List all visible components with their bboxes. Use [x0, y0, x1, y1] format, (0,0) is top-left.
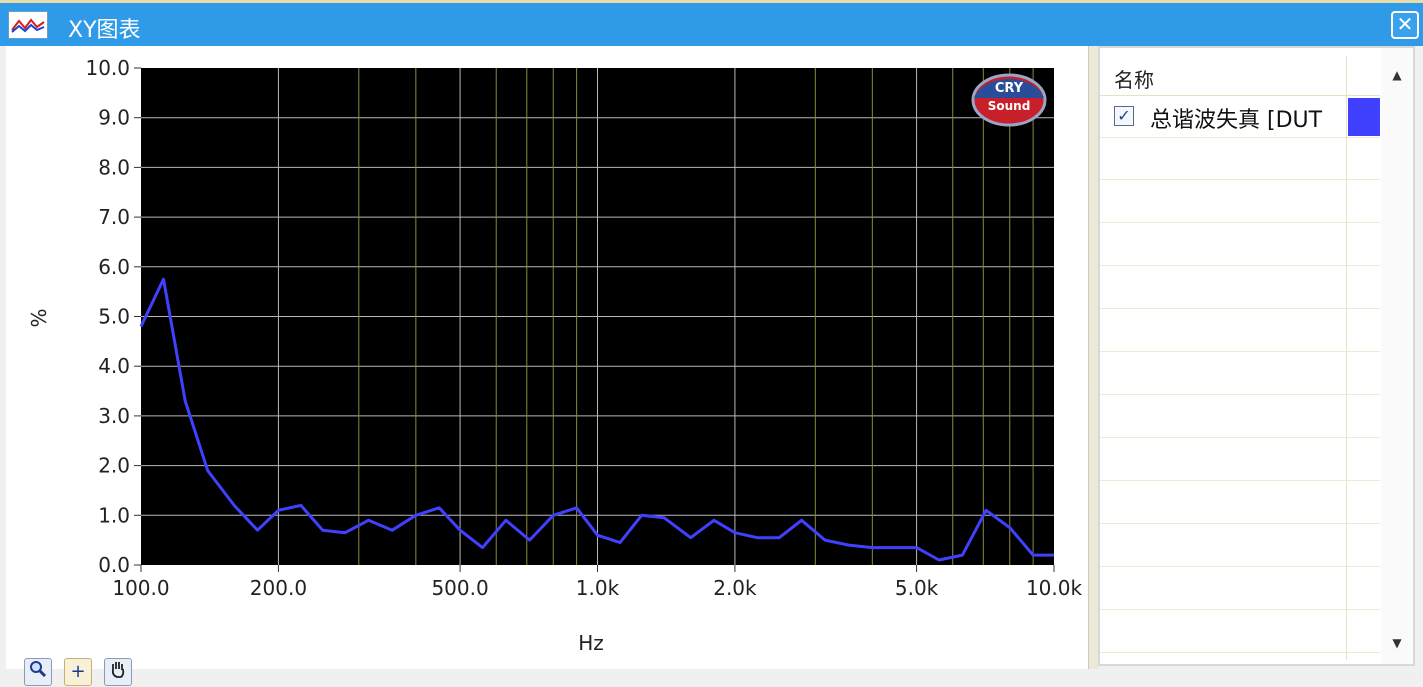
- y-tick-label: 5.0: [98, 305, 130, 329]
- x-tick-label: 1.0k: [576, 576, 620, 600]
- legend-panel: 名称 ✓ 总谐波失真 [DUT ▲ ▼: [1098, 46, 1415, 666]
- series-visible-checkbox[interactable]: ✓: [1114, 106, 1134, 126]
- y-tick-label: 0.0: [98, 553, 130, 577]
- zoom-tool-button[interactable]: [24, 658, 52, 686]
- legend-scrollbar[interactable]: ▲ ▼: [1381, 48, 1413, 664]
- series-layer: [139, 277, 1054, 562]
- x-tick-label: 100.0: [112, 576, 169, 600]
- legend-empty-row: [1100, 568, 1380, 610]
- series-name: 总谐波失真 [DUT: [1150, 108, 1323, 133]
- pan-tool-button[interactable]: [104, 658, 132, 686]
- y-tick-label: 9.0: [98, 106, 130, 130]
- y-tick-label: 2.0: [98, 454, 130, 478]
- legend-empty-row: [1100, 181, 1380, 223]
- xy-chart: 0.0 1.0 2.0 3.0 4.0 5.0 6.0 7.0 8.0 9.0 10.0 100.0…: [27, 56, 1082, 655]
- crosshair-icon: +: [70, 661, 86, 682]
- cry-sound-logo: CRY Sound: [971, 73, 1047, 127]
- legend-empty-row: [1100, 482, 1380, 524]
- y-tick-label: 3.0: [98, 404, 130, 428]
- series-color-swatch[interactable]: [1348, 98, 1380, 136]
- chart-panel: 0.0 1.0 2.0 3.0 4.0 5.0 6.0 7.0 8.0 9.0 10.0 100.0…: [6, 46, 1088, 686]
- legend-empty-row: [1100, 310, 1380, 352]
- y-tick-label: 8.0: [98, 155, 130, 179]
- legend-empty-row: [1100, 138, 1380, 180]
- y-tick-label: 7.0: [98, 205, 130, 229]
- legend-header-label: 名称: [1114, 68, 1154, 92]
- scroll-down-icon[interactable]: ▼: [1392, 636, 1402, 650]
- legend-empty-row: [1100, 224, 1380, 266]
- logo-line2: Sound: [988, 99, 1031, 113]
- scroll-up-icon[interactable]: ▲: [1392, 68, 1402, 82]
- x-tick-label: 500.0: [431, 576, 488, 600]
- legend-empty-row: [1100, 611, 1380, 653]
- y-tick-label: 4.0: [98, 354, 130, 378]
- legend-empty-row: [1100, 439, 1380, 481]
- splitter[interactable]: [1088, 46, 1098, 669]
- legend-empty-row: [1100, 396, 1380, 438]
- legend-item[interactable]: ✓ 总谐波失真 [DUT: [1100, 96, 1380, 138]
- legend-header: 名称: [1100, 56, 1380, 96]
- logo-line1: CRY: [995, 81, 1024, 96]
- legend-column-divider: [1346, 56, 1347, 660]
- y-tick-label: 10.0: [85, 56, 130, 80]
- legend-empty-row: [1100, 353, 1380, 395]
- series-line: [139, 277, 1054, 562]
- y-axis-label: %: [27, 308, 51, 327]
- zoom-icon: [28, 661, 48, 684]
- legend-empty-row: [1100, 267, 1380, 309]
- close-button[interactable]: ✕: [1391, 11, 1419, 39]
- x-tick-label: 5.0k: [895, 576, 939, 600]
- legend-empty-row: [1100, 525, 1380, 567]
- close-icon: ✕: [1396, 12, 1414, 36]
- hand-icon: [108, 662, 128, 684]
- y-axis-ticks: 0.0 1.0 2.0 3.0 4.0 5.0 6.0 7.0 8.0 9.0 10.0: [85, 56, 141, 577]
- x-axis-ticks: 100.0 200.0 500.0 1.0k 2.0k 5.0k 10.0k: [112, 565, 1082, 600]
- cursor-tool-button[interactable]: +: [64, 658, 92, 686]
- x-axis-label: Hz: [578, 631, 604, 655]
- x-tick-label: 10.0k: [1026, 576, 1083, 600]
- grid-lines: [141, 68, 1054, 565]
- title-bar: XY图表 ✕: [0, 0, 1423, 46]
- xy-graph-icon: [8, 11, 48, 39]
- x-tick-label: 200.0: [250, 576, 307, 600]
- y-tick-label: 1.0: [98, 503, 130, 527]
- y-tick-label: 6.0: [98, 255, 130, 279]
- x-tick-label: 2.0k: [713, 576, 757, 600]
- window-title: XY图表: [68, 18, 141, 43]
